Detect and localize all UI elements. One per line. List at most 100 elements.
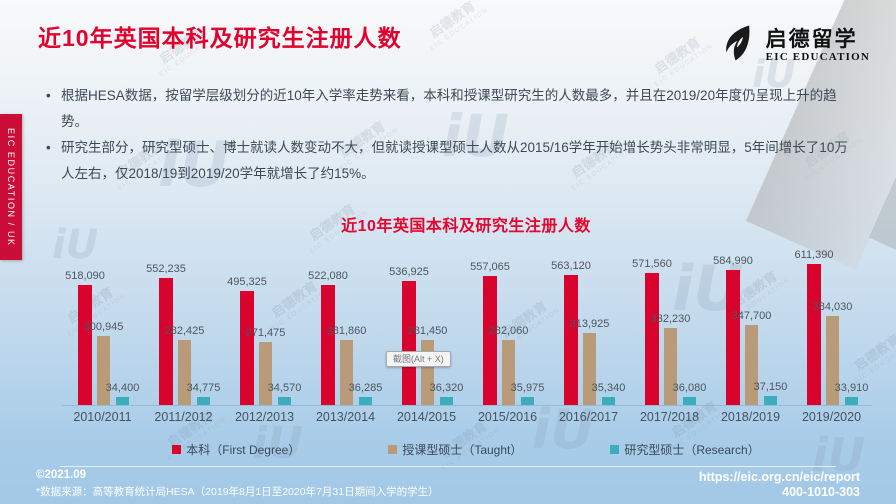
bullet-item: • 根据HESA数据，按留学层级划分的近10年入学率走势来看，本科和授课型研究生… [46,83,860,135]
footer-right: https://eic.org.cn/eic/report 400-1010-3… [699,470,860,500]
bar-value-label: 384,030 [812,301,853,313]
category-label: 2014/2015 [396,410,457,424]
legend-swatch-first-degree [172,445,182,454]
bar-value-label: 347,700 [731,310,772,322]
legend-label: 授课型硕士（Taught） [402,443,523,457]
bar-value-label: 584,990 [713,255,753,267]
bar-value-label: 35,340 [591,382,626,394]
bar-value-label: 36,080 [672,382,707,394]
footer-left: ©2021.09 *数据来源：高等教育统计局HESA（2019年8月1日至202… [36,469,439,499]
bar-taught [502,340,515,405]
bar-value-label: 552,235 [146,263,186,275]
bullet-item: • 研究生部分，研究型硕士、博士就读人数变动不大，但就读授课型硕士人数从2015… [46,135,860,187]
bar-research [521,397,534,405]
chart-title: 近10年英国本科及研究生注册人数 [341,218,591,235]
bar-value-label: 313,925 [569,318,610,330]
bar-first-degree [807,264,821,405]
bullet-text: 研究生部分，研究型硕士、博士就读人数变动不大，但就读授课型硕士人数从2015/1… [61,140,848,181]
category-label: 2016/2017 [558,410,619,424]
eic-logo-icon [722,24,757,67]
bar-group: 495,325 271,475 34,570 [224,255,305,405]
bar-value-label: 34,400 [105,382,140,394]
bar-value-label: 33,910 [834,382,869,394]
bar-group: 584,990 347,700 37,150 [710,255,791,405]
bar-value-label: 518,090 [65,270,105,282]
bar-value-label: 34,570 [267,382,302,394]
footer-url-link[interactable]: https://eic.org.cn/eic/report [698,470,860,484]
bar-taught [826,316,839,405]
eic-logo-text: 启德留学 EIC EDUCATION [766,28,870,63]
bar-value-label: 281,450 [407,325,448,337]
bar-group: 522,080 281,860 36,285 [305,255,386,405]
bar-value-label: 282,060 [488,325,529,337]
bar-value-label: 300,945 [83,321,124,333]
category-label: 2010/2011 [73,410,132,424]
bar-group: 552,235 282,425 34,775 [143,255,224,405]
bar-research [278,397,291,405]
category-label: 2018/2019 [720,410,781,424]
bar-taught [259,342,272,405]
bar-value-label: 34,775 [186,382,221,394]
logo-name-en: EIC EDUCATION [765,51,870,63]
bullet-marker: • [46,140,51,155]
category-label: 2017/2018 [639,410,700,424]
bar-first-degree [159,278,173,405]
legend-swatch-research [610,445,620,454]
bar-taught [421,340,434,405]
legend-item-taught: 授课型硕士（Taught） [388,441,522,458]
bar-group: 563,120 313,925 35,340 [548,255,629,405]
bar-research [764,396,777,405]
legend-item-first-degree: 本科（First Degree） [172,441,300,458]
category-label: 2011/2012 [154,410,213,424]
bar-taught [583,333,596,405]
bar-value-label: 522,080 [308,270,348,282]
bar-value-label: 536,925 [389,266,429,278]
side-tab: EIC EDUCATION / UK [0,114,22,260]
bar-value-label: 36,285 [348,382,383,394]
bar-group: 557,065 282,060 35,975 [467,255,548,405]
category-label: 2015/2016 [477,410,538,424]
bullet-text: 根据HESA数据，按留学层级划分的近10年入学率走势来看，本科和授课型研究生的人… [61,88,837,129]
legend-label: 研究型硕士（Research） [624,443,760,457]
bar-value-label: 282,425 [164,325,205,337]
bar-research [359,397,372,405]
bar-research [116,397,129,405]
bar-value-label: 495,325 [227,276,267,288]
chart-categories: 2010/2011 2011/2012 2012/2013 2013/2014 2014… [62,410,872,424]
chart-legend: 本科（First Degree） 授课型硕士（Taught） 研究型硕士（Resea… [60,441,872,458]
bar-taught [745,325,758,405]
bar-taught [340,340,353,405]
category-label: 2013/2014 [315,410,376,424]
bar-value-label: 611,390 [794,249,834,261]
bar-first-degree [564,275,578,405]
bar-value-label: 37,150 [753,381,788,393]
bar-value-label: 35,975 [510,382,545,394]
logo-name-cn: 启德留学 [765,28,858,51]
side-tab-label: EIC EDUCATION / UK [6,127,16,247]
screenshot-tooltip[interactable]: 截图(Alt + X) [386,351,451,367]
footer-phone: 400-1010-303 [782,485,860,499]
bar-first-degree [483,276,497,405]
bar-group: 611,390 384,030 33,910 [791,249,872,405]
bar-group: 571,560 332,230 36,080 [629,255,710,405]
bar-research [845,397,858,405]
bar-first-degree [321,285,335,405]
bar-group: 536,925 281,450 36,320 [386,255,467,405]
category-label: 2019/2020 [801,410,862,424]
bar-value-label: 571,560 [632,258,672,270]
bar-value-label: 557,065 [470,261,510,273]
footer-source-note: *数据来源：高等教育统计局HESA（2019年8月1日至2020年7月31日期间… [36,486,439,498]
bar-research [197,397,210,405]
bar-research [683,397,696,405]
bar-taught [664,328,677,405]
eic-logo: 启德留学 EIC EDUCATION [722,24,870,67]
bar-value-label: 332,230 [650,313,691,325]
legend-label: 本科（First Degree） [186,443,301,457]
bar-first-degree [78,285,92,405]
legend-swatch-taught [388,445,398,454]
bar-first-degree [645,273,659,405]
